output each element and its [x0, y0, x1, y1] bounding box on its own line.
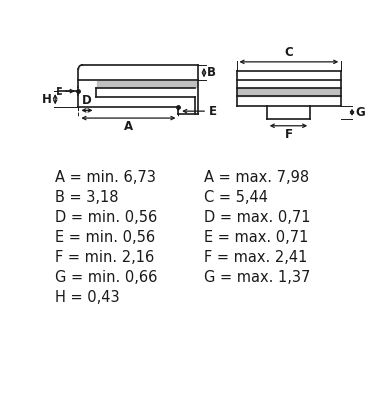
Text: G = max. 1,37: G = max. 1,37: [204, 270, 310, 285]
Text: A = min. 6,73: A = min. 6,73: [55, 170, 156, 185]
Text: B: B: [207, 66, 216, 79]
Text: B = 3,18: B = 3,18: [55, 190, 119, 205]
Text: D = max. 0,71: D = max. 0,71: [204, 210, 310, 225]
Text: C: C: [285, 46, 293, 59]
Text: A: A: [124, 120, 133, 133]
Text: D = min. 0,56: D = min. 0,56: [55, 210, 158, 225]
Text: E: E: [209, 105, 217, 118]
Text: F = min. 2,16: F = min. 2,16: [55, 250, 154, 265]
Text: H = 0,43: H = 0,43: [55, 290, 120, 305]
Text: G: G: [355, 106, 365, 119]
Text: A = max. 7,98: A = max. 7,98: [204, 170, 309, 185]
Text: G = min. 0,66: G = min. 0,66: [55, 270, 158, 285]
Text: E = min. 0,56: E = min. 0,56: [55, 230, 155, 245]
Text: E = max. 0,71: E = max. 0,71: [204, 230, 309, 245]
Text: C = 5,44: C = 5,44: [204, 190, 268, 205]
Text: H: H: [42, 93, 52, 106]
Text: F = max. 2,41: F = max. 2,41: [204, 250, 307, 265]
Text: F: F: [285, 128, 292, 141]
Text: D: D: [82, 94, 92, 107]
